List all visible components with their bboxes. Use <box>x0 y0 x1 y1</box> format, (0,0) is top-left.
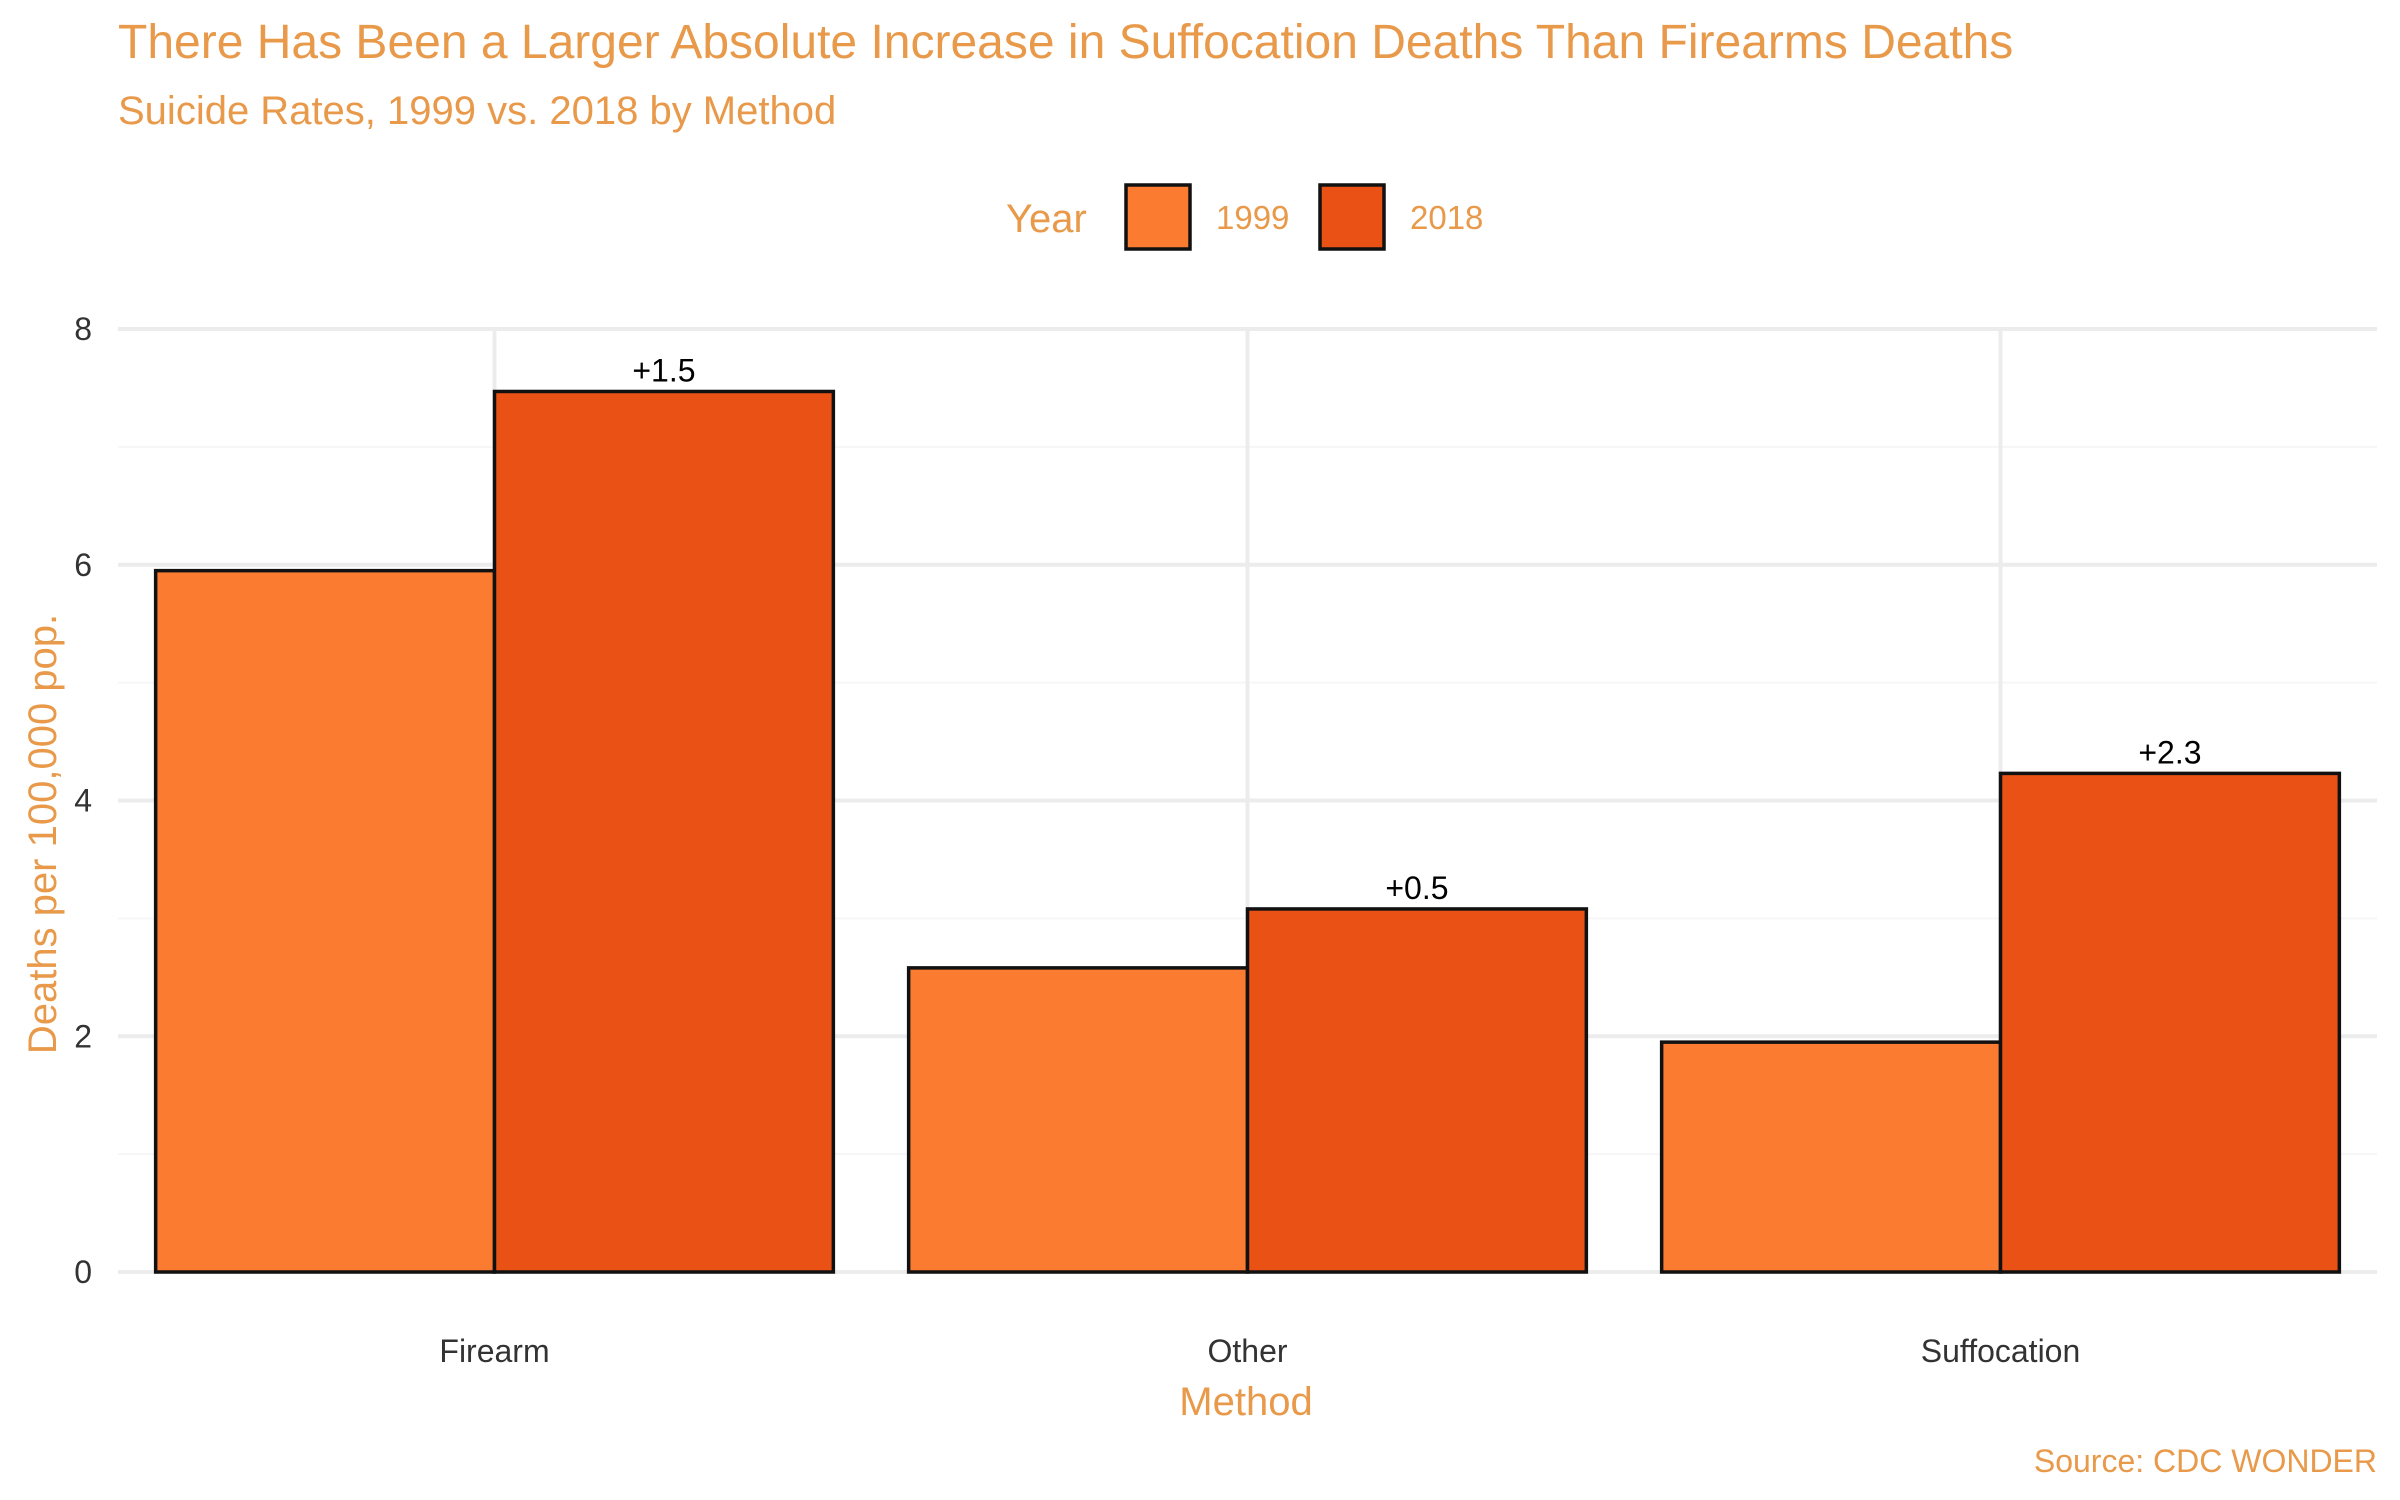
y-axis-ticks: 0 2 4 6 8 <box>74 311 92 1290</box>
legend: Year 1999 2018 <box>1006 183 1483 251</box>
bar-suffocation-1999 <box>1659 1040 2003 1274</box>
bar-firearm-1999 <box>153 568 497 1274</box>
y-tick-label: 4 <box>74 783 92 819</box>
bar-suffocation-2018 <box>1998 771 2342 1274</box>
bar-firearm-2018 <box>492 389 836 1274</box>
data-label-other: +0.5 <box>1385 870 1448 906</box>
y-tick-label: 0 <box>74 1254 92 1290</box>
data-label-firearm: +1.5 <box>632 352 695 388</box>
data-label-suffocation: +2.3 <box>2138 734 2201 770</box>
y-tick-label: 6 <box>74 547 92 583</box>
y-tick-label: 2 <box>74 1018 92 1054</box>
y-tick-label: 8 <box>74 311 92 347</box>
bar-other-2018 <box>1245 907 1589 1274</box>
chart-title: There Has Been a Larger Absolute Increas… <box>118 16 2013 69</box>
x-axis-title: Method <box>1179 1380 1312 1424</box>
x-tick-label-firearm: Firearm <box>439 1333 549 1369</box>
legend-key-1999 <box>1124 183 1192 251</box>
x-tick-label-other: Other <box>1207 1333 1287 1369</box>
chart-subtitle: Suicide Rates, 1999 vs. 2018 by Method <box>118 89 836 133</box>
x-tick-label-suffocation: Suffocation <box>1921 1333 2081 1369</box>
data-labels: +1.5 +0.5 +2.3 <box>632 352 2201 905</box>
legend-label-1999: 1999 <box>1216 199 1289 236</box>
bars <box>153 389 2342 1274</box>
legend-label-2018: 2018 <box>1410 199 1483 236</box>
caption: Source: CDC WONDER <box>2034 1443 2377 1479</box>
y-axis-title: Deaths per 100,000 pop. <box>21 614 65 1054</box>
legend-key-2018 <box>1318 183 1386 251</box>
x-axis-ticks: Firearm Other Suffocation <box>439 1333 2080 1369</box>
bar-other-1999 <box>906 966 1250 1274</box>
legend-title: Year <box>1006 197 1087 241</box>
